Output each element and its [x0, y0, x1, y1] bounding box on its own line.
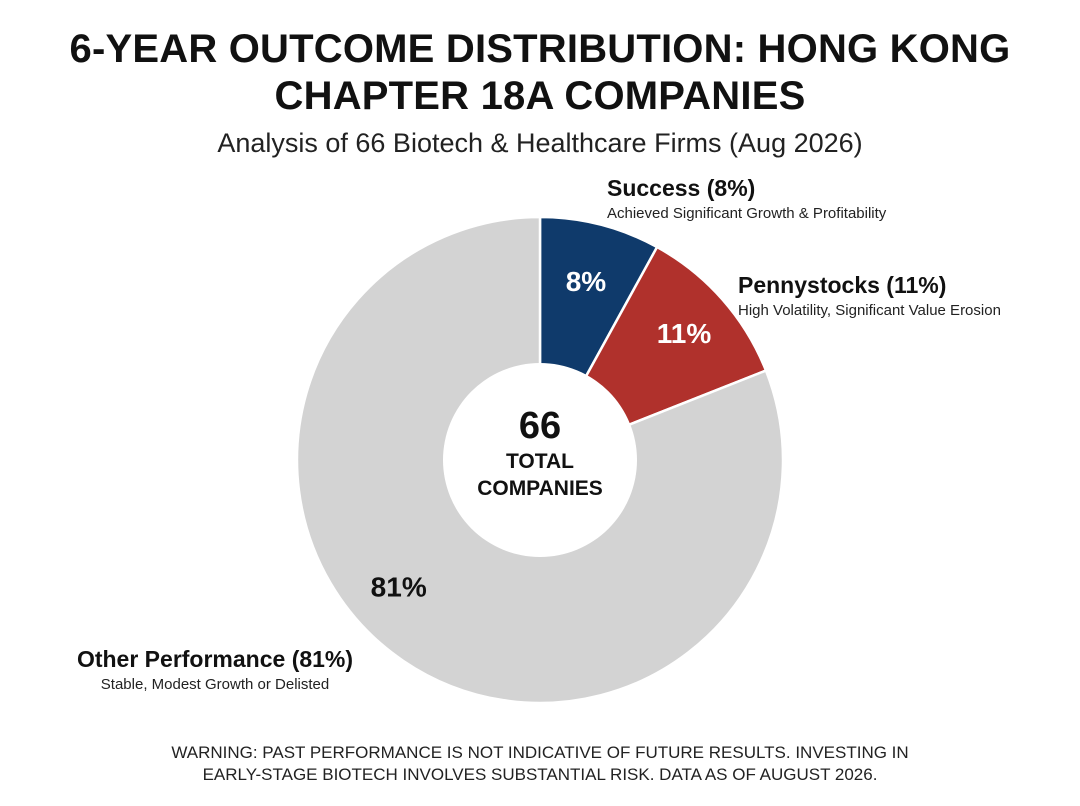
legend-success-desc: Achieved Significant Growth & Profitabil…	[607, 205, 887, 222]
legend-success: Success (8%) Achieved Significant Growth…	[607, 175, 886, 222]
slice-label-0: 8%	[566, 266, 607, 297]
title-line-1: 6-YEAR OUTCOME DISTRIBUTION: HONG KONG	[69, 27, 1011, 71]
slice-label-1: 11%	[657, 318, 712, 349]
chart-subtitle: Analysis of 66 Biotech & Healthcare Firm…	[217, 128, 863, 158]
slice-2	[295, 215, 785, 705]
legend-pennystocks-title: Pennystocks (11%)	[738, 272, 947, 298]
disclaimer-line-2: EARLY-STAGE BIOTECH INVOLVES SUBSTANTIAL…	[202, 765, 878, 784]
legend-pennystocks-desc: High Volatility, Significant Value Erosi…	[738, 302, 1001, 319]
slice-label-2: 81%	[371, 571, 427, 602]
legend-success-title: Success (8%)	[607, 175, 756, 201]
center-total-line-1: TOTAL	[505, 450, 575, 473]
disclaimer: WARNING: PAST PERFORMANCE IS NOT INDICAT…	[0, 742, 1080, 786]
center-total-number: 66	[518, 405, 562, 447]
legend-other-title: Other Performance (81%)	[76, 646, 354, 672]
legend-pennystocks: Pennystocks (11%) High Volatility, Signi…	[738, 272, 1001, 319]
disclaimer-line-1: WARNING: PAST PERFORMANCE IS NOT INDICAT…	[171, 743, 909, 762]
legend-other: Other Performance (81%) Stable, Modest G…	[62, 646, 368, 693]
center-label: 66 TOTAL COMPANIES	[440, 404, 640, 502]
donut-hole	[443, 363, 637, 557]
title-line-2: CHAPTER 18A COMPANIES	[274, 74, 806, 118]
center-total-line-2: COMPANIES	[477, 477, 603, 500]
legend-other-desc: Stable, Modest Growth or Delisted	[100, 676, 330, 693]
chart-title: 6-YEAR OUTCOME DISTRIBUTION: HONG KONG C…	[0, 26, 1080, 120]
